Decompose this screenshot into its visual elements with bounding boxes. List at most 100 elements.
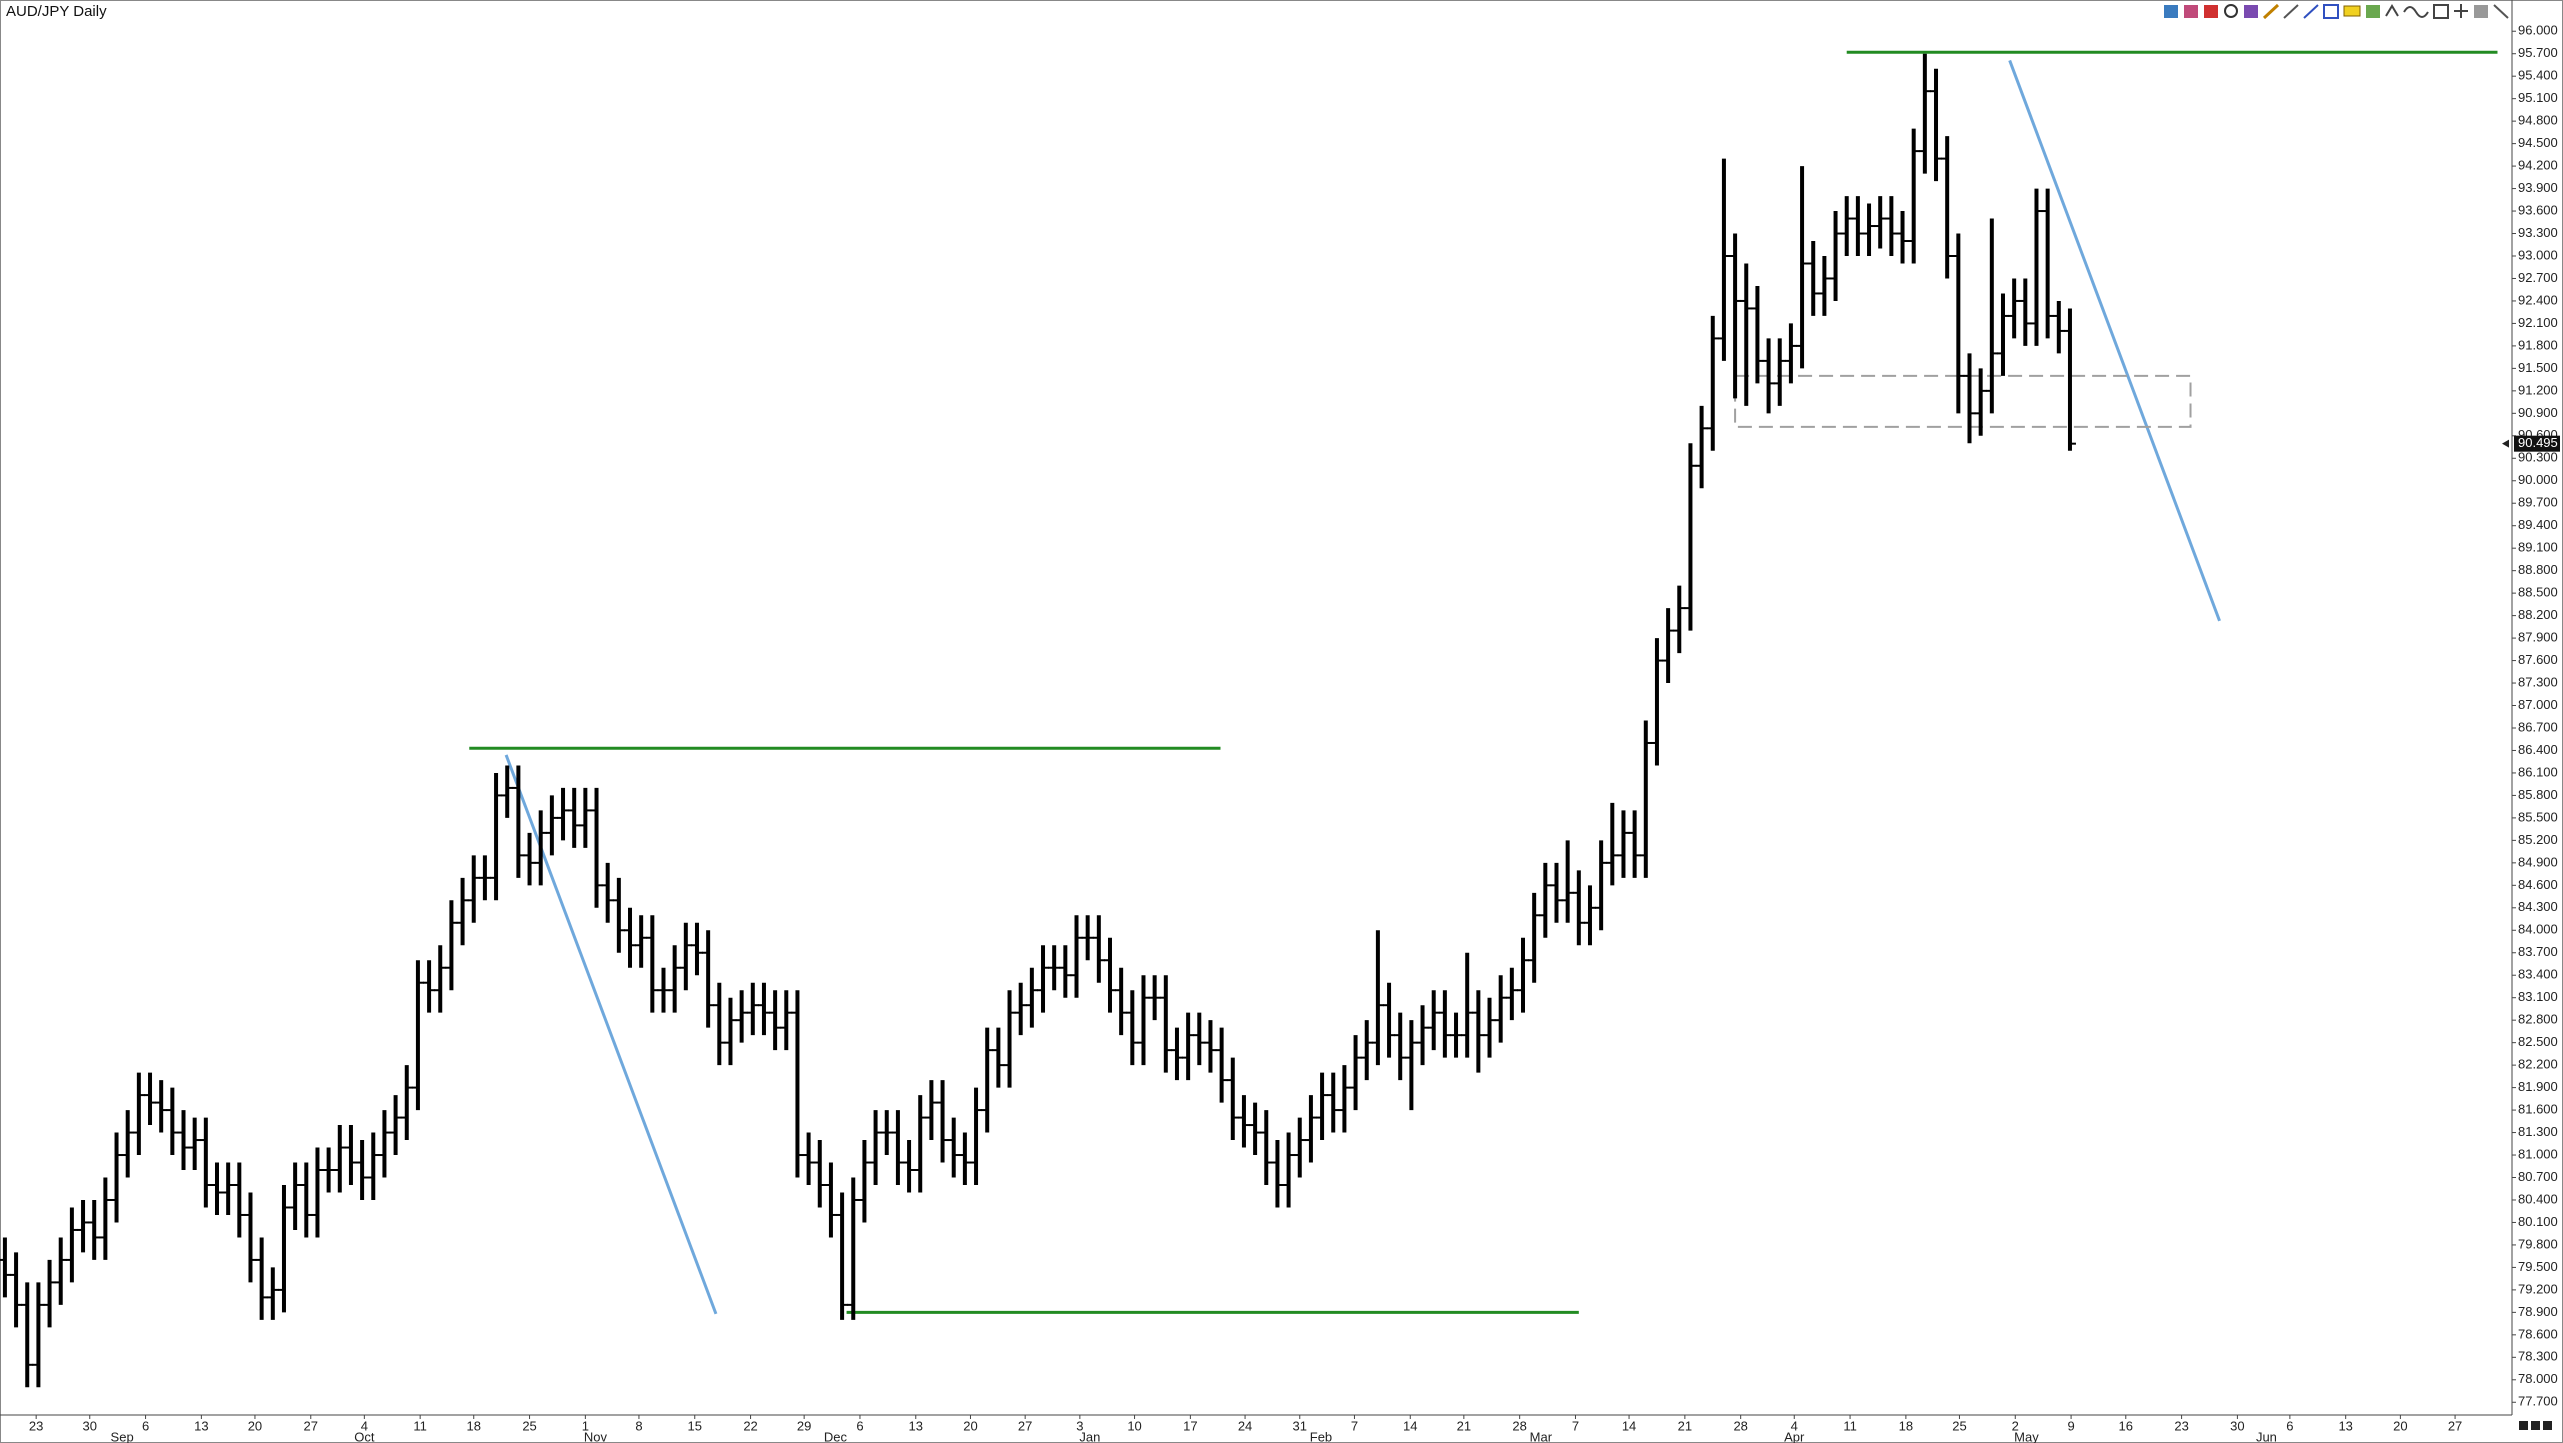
x-tick-label: 21 [1678, 1418, 1692, 1433]
tool-icon[interactable] [2474, 5, 2488, 18]
tool-icon[interactable] [2454, 4, 2468, 18]
x-tick-label: 23 [29, 1418, 43, 1433]
y-tick-label: 81.900 [2518, 1079, 2558, 1094]
y-tick-label: 82.500 [2518, 1034, 2558, 1049]
y-tick-label: 89.700 [2518, 495, 2558, 510]
y-tick-label: 89.400 [2518, 517, 2558, 532]
x-tick-label: 27 [1018, 1418, 1032, 1433]
x-tick-label: 23 [2174, 1418, 2188, 1433]
y-tick-label: 82.800 [2518, 1012, 2558, 1027]
x-tick-label: 25 [1952, 1418, 1966, 1433]
y-tick-label: 95.100 [2518, 90, 2558, 105]
y-tick-label: 79.800 [2518, 1236, 2558, 1251]
y-tick-label: 94.200 [2518, 158, 2558, 173]
x-tick-label: 22 [743, 1418, 757, 1433]
y-tick-label: 92.100 [2518, 315, 2558, 330]
x-tick-label: 14 [1403, 1418, 1417, 1433]
tool-icon[interactable] [2303, 4, 2319, 19]
y-tick-label: 85.800 [2518, 787, 2558, 802]
x-tick-label: 30 [83, 1418, 97, 1433]
tool-icon[interactable] [2403, 6, 2429, 18]
y-tick-label: 86.100 [2518, 764, 2558, 779]
x-tick-label: 21 [1457, 1418, 1471, 1433]
y-tick-label: 91.200 [2518, 382, 2558, 397]
tool-icon[interactable] [2224, 4, 2238, 18]
month-label: Sep [111, 1429, 134, 1443]
tool-icon[interactable] [2262, 3, 2280, 20]
x-tick-label: 15 [688, 1418, 702, 1433]
y-tick-label: 95.700 [2518, 45, 2558, 60]
x-tick-label: 9 [2067, 1418, 2074, 1433]
tool-icon[interactable] [2323, 4, 2339, 19]
corner-button[interactable] [2531, 1421, 2540, 1430]
x-tick-label: 20 [248, 1418, 262, 1433]
y-tick-label: 96.000 [2518, 23, 2558, 38]
tool-icon[interactable] [2204, 5, 2218, 18]
y-tick-label: 94.800 [2518, 113, 2558, 128]
month-label: Nov [584, 1429, 608, 1443]
y-tick-label: 90.900 [2518, 405, 2558, 420]
y-tick-label: 81.000 [2518, 1146, 2558, 1161]
month-label: May [2014, 1429, 2039, 1443]
tool-icon[interactable] [2184, 5, 2198, 18]
y-tick-label: 87.600 [2518, 652, 2558, 667]
y-tick-label: 84.000 [2518, 922, 2558, 937]
x-tick-label: 6 [2286, 1418, 2293, 1433]
x-tick-label: 7 [1351, 1418, 1358, 1433]
zone-rect [1734, 374, 2192, 428]
corner-button[interactable] [2519, 1421, 2528, 1430]
y-tick-label: 84.300 [2518, 899, 2558, 914]
y-tick-label: 93.300 [2518, 225, 2558, 240]
y-tick-label: 87.000 [2518, 697, 2558, 712]
y-tick-label: 86.700 [2518, 719, 2558, 734]
month-label: Mar [1530, 1429, 1553, 1443]
x-tick-label: 28 [1733, 1418, 1747, 1433]
y-tick-label: 84.600 [2518, 877, 2558, 892]
chart-title: AUD/JPY Daily [6, 3, 107, 20]
tool-icon[interactable] [2366, 5, 2380, 18]
x-tick-label: 18 [1899, 1418, 1913, 1433]
y-tick-label: 85.200 [2518, 832, 2558, 847]
month-label: Apr [1784, 1429, 1805, 1443]
y-tick-label: 78.300 [2518, 1349, 2558, 1364]
tool-icon[interactable] [2164, 5, 2178, 18]
tool-icon[interactable] [2385, 4, 2399, 17]
x-tick-label: 11 [413, 1418, 427, 1433]
y-tick-label: 83.100 [2518, 989, 2558, 1004]
tool-icon[interactable] [2244, 5, 2258, 18]
y-tick-label: 78.000 [2518, 1371, 2558, 1386]
y-tick-label: 87.900 [2518, 630, 2558, 645]
corner-buttons[interactable] [2519, 1421, 2552, 1430]
x-tick-label: 4 [361, 1418, 368, 1433]
x-tick-label: 24 [1238, 1418, 1252, 1433]
y-tick-label: 83.700 [2518, 944, 2558, 959]
x-tick-label: 13 [194, 1418, 208, 1433]
month-label: Dec [824, 1429, 848, 1443]
y-tick-label: 84.900 [2518, 854, 2558, 869]
x-tick-label: 4 [1791, 1418, 1798, 1433]
tool-icon[interactable] [2493, 4, 2509, 19]
x-tick-label: 30 [2230, 1418, 2244, 1433]
y-tick-label: 79.200 [2518, 1281, 2558, 1296]
x-tick-label: 20 [963, 1418, 977, 1433]
tool-icon[interactable] [2283, 4, 2299, 19]
tool-icon[interactable] [2433, 4, 2449, 19]
x-tick-label: 27 [304, 1418, 318, 1433]
x-tick-label: 8 [635, 1418, 642, 1433]
x-tick-label: 28 [1512, 1418, 1526, 1433]
y-tick-label: 89.100 [2518, 540, 2558, 555]
y-tick-label: 83.400 [2518, 967, 2558, 982]
tool-icon[interactable] [2343, 5, 2361, 17]
corner-button[interactable] [2543, 1421, 2552, 1430]
y-tick-label: 80.700 [2518, 1169, 2558, 1184]
y-tick-label: 93.600 [2518, 202, 2558, 217]
x-tick-label: 3 [1076, 1418, 1083, 1433]
month-label: Jun [2256, 1429, 2277, 1443]
x-tick-label: 7 [1572, 1418, 1579, 1433]
toolbar[interactable] [2164, 3, 2509, 20]
y-tick-label: 93.900 [2518, 180, 2558, 195]
x-tick-label: 2 [2012, 1418, 2019, 1433]
x-tick-label: 6 [142, 1418, 149, 1433]
